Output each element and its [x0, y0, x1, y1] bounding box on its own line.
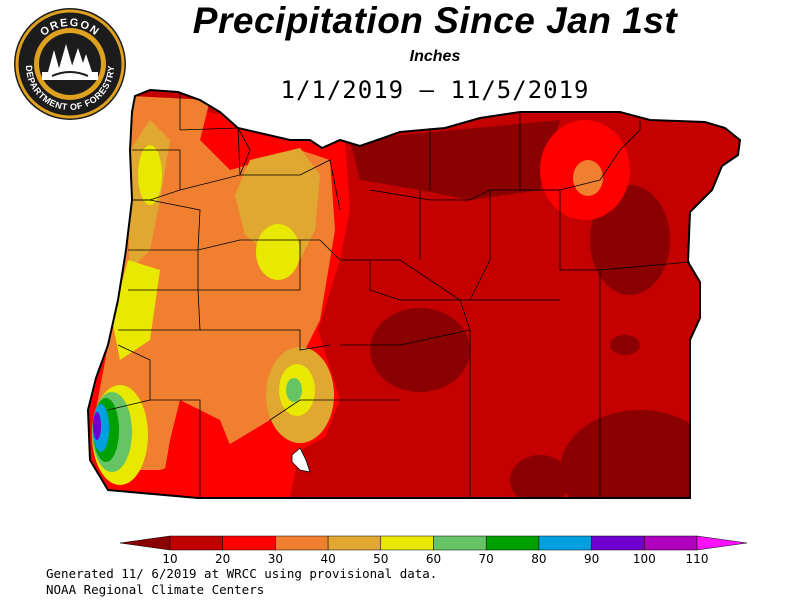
- legend-tick-label: 50: [373, 552, 388, 566]
- legend-arrow-left: [119, 535, 171, 551]
- legend-arrow-right: [696, 535, 748, 551]
- legend-swatch: [644, 535, 698, 551]
- legend-tick-label: 30: [268, 552, 283, 566]
- legend-tick-label: 60: [426, 552, 441, 566]
- legend-tick-label: 100: [633, 552, 656, 566]
- legend-tick-label: 10: [162, 552, 177, 566]
- crater-lake-mask: [291, 447, 311, 473]
- legend-tick-label: 90: [584, 552, 599, 566]
- footer-generated-note: Generated 11/ 6/2019 at WRCC using provi…: [46, 566, 438, 581]
- legend-swatch: [222, 535, 276, 551]
- legend-swatch: [538, 535, 592, 551]
- legend-swatch: [327, 535, 382, 551]
- legend-tick-label: 80: [531, 552, 546, 566]
- legend-swatch: [275, 535, 329, 551]
- legend-tick-label: 70: [479, 552, 494, 566]
- map-units: Inches: [409, 48, 461, 65]
- legend-swatch: [433, 535, 487, 551]
- county-boundaries: [107, 92, 691, 498]
- legend-tick-label: 40: [320, 552, 335, 566]
- legend-tick-label: 110: [686, 552, 709, 566]
- legend-swatch: [591, 535, 645, 551]
- legend-tick-label: 20: [215, 552, 230, 566]
- legend-swatch: [485, 535, 540, 551]
- oregon-precip-map: [87, 89, 741, 499]
- map-title: Precipitation Since Jan 1st: [192, 0, 678, 41]
- oregon-forestry-logo: OREGON DEPARTMENT OF FORESTRY: [14, 8, 126, 120]
- footer-source: NOAA Regional Climate Centers: [46, 582, 265, 597]
- footer-credits: Generated 11/ 6/2019 at WRCC using provi…: [46, 566, 437, 598]
- legend-swatch: [380, 535, 434, 551]
- legend-swatch: [169, 535, 223, 551]
- date-range: 1/1/2019 – 11/5/2019: [280, 76, 590, 104]
